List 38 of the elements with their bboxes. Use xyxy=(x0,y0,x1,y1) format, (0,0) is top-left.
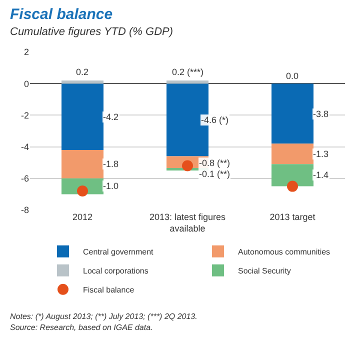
legend-label: Fiscal balance xyxy=(83,285,135,294)
y-tick-label: 0 xyxy=(24,78,29,89)
bar xyxy=(272,164,314,186)
data-label: -1.4 xyxy=(313,170,329,180)
legend-label: Local corporations xyxy=(83,266,148,276)
bar xyxy=(62,84,104,150)
y-tick-label: -4 xyxy=(20,142,29,152)
legend-label: Social Security xyxy=(238,266,291,276)
data-label: -4.6 (*) xyxy=(201,115,229,125)
y-tick-label: -8 xyxy=(20,205,29,216)
data-label: -3.8 xyxy=(313,109,329,119)
source-note: Source: Research, based on IGAE data. xyxy=(10,323,153,332)
legend-label: Autonomous communities xyxy=(238,247,330,256)
x-tick-label: 2013: latest figures available xyxy=(149,212,226,234)
x-tick-label: 2012 xyxy=(72,212,93,222)
point xyxy=(287,180,298,192)
data-label: -0.8 (**) xyxy=(199,158,230,168)
chart-subtitle: Cumulative figures YTD (% GDP) xyxy=(10,26,174,38)
y-tick-label: -2 xyxy=(20,110,29,120)
bar xyxy=(62,80,104,84)
data-label: -1.0 xyxy=(103,181,119,191)
y-tick-label: -6 xyxy=(20,174,29,184)
bar xyxy=(272,144,314,164)
text: Notes: (*) August 2013; (**) July 2013; (***) 2Q 2013. xyxy=(10,312,198,321)
data-label: 0.2 (***) xyxy=(172,67,204,77)
data-label: 0.0 xyxy=(286,71,299,81)
chart-title: Fiscal balance xyxy=(10,6,113,23)
legend-label: Central government xyxy=(83,247,154,256)
x-tick-label: 2013 target xyxy=(270,212,316,222)
bar xyxy=(62,150,104,178)
data-label: -4.2 xyxy=(103,112,119,122)
data-label: -1.3 xyxy=(313,149,329,159)
bar xyxy=(272,84,314,144)
y-tick-label: 2 xyxy=(24,47,29,58)
data-label: -0.1 (**) xyxy=(199,169,230,179)
bar xyxy=(166,80,208,84)
data-label: -1.8 xyxy=(103,159,119,169)
data-label: 0.2 xyxy=(76,67,89,77)
